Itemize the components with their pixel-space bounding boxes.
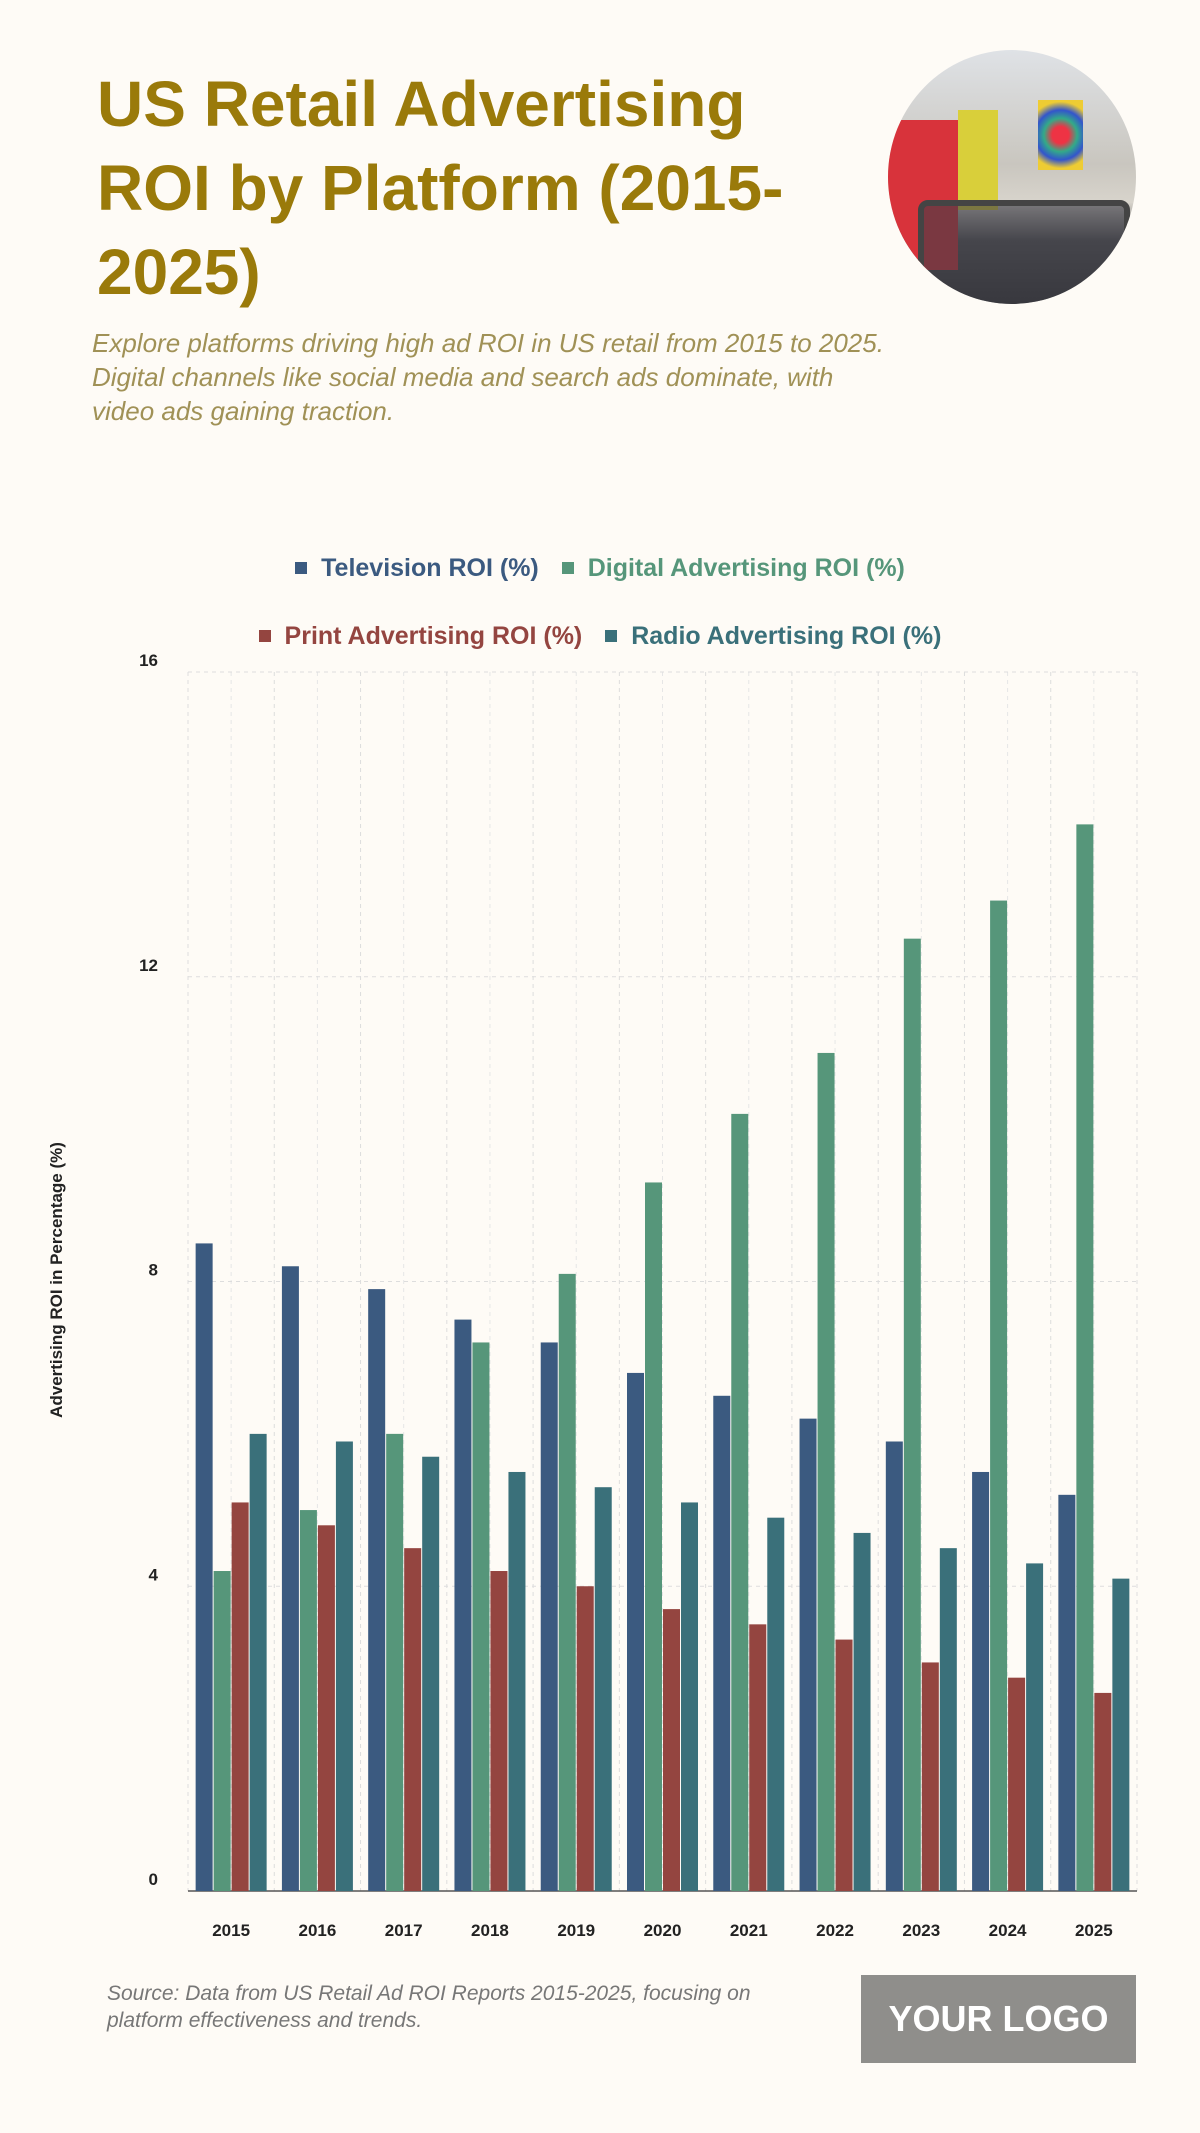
- legend-item-television[interactable]: Television ROI (%): [295, 554, 539, 583]
- bar-2020-series-2: [663, 1609, 680, 1891]
- bar-2023-series-0: [885, 1441, 903, 1891]
- legend-item-print[interactable]: Print Advertising ROI (%): [258, 621, 583, 651]
- legend-label: Radio Advertising ROI (%): [631, 621, 942, 650]
- bar-2023-series-1: [903, 938, 921, 1891]
- x-tick-label: 2023: [902, 1921, 940, 1940]
- y-tick-label: 12: [139, 956, 158, 975]
- bar-2022-series-2: [835, 1639, 853, 1891]
- bar-2015-series-2: [231, 1502, 249, 1891]
- legend-swatch: [258, 630, 271, 642]
- page-title: US Retail Advertising ROI by Platform (2…: [97, 68, 784, 308]
- bar-2024-series-0: [972, 1471, 990, 1891]
- bar-2024-series-3: [1026, 1563, 1044, 1891]
- legend-item-digital[interactable]: Digital Advertising ROI (%): [561, 553, 905, 583]
- legend-label: Print Advertising ROI (%): [284, 621, 583, 650]
- bar-2018-series-3: [508, 1471, 526, 1891]
- legend-row-1: Television ROI (%) Digital Advertising R…: [0, 552, 1200, 583]
- bar-2016-series-2: [317, 1525, 335, 1891]
- bar-2022-series-0: [799, 1418, 817, 1891]
- bar-2015-series-1: [213, 1571, 231, 1891]
- x-tick-label: 2016: [298, 1921, 336, 1940]
- x-tick-label: 2021: [730, 1921, 768, 1940]
- source-note: Source: Data from US Retail Ad ROI Repor…: [107, 1982, 751, 2032]
- legend-swatch: [561, 562, 574, 574]
- legend-label: Television ROI (%): [321, 553, 539, 582]
- bar-2022-series-1: [817, 1052, 835, 1891]
- x-tick-label: 2024: [989, 1921, 1027, 1940]
- bar-2025-series-0: [1058, 1494, 1076, 1891]
- bar-2015-series-0: [195, 1243, 213, 1891]
- bar-2021-series-2: [749, 1624, 767, 1891]
- bar-2019-series-3: [594, 1487, 612, 1891]
- y-tick-label: 16: [139, 651, 158, 670]
- x-tick-label: 2018: [471, 1921, 509, 1940]
- logo-placeholder: YOUR LOGO: [861, 1975, 1136, 2063]
- bar-2017-series-2: [404, 1548, 422, 1891]
- bar-2018-series-0: [454, 1319, 472, 1891]
- bar-2019-series-2: [576, 1586, 594, 1891]
- bar-2016-series-1: [299, 1510, 317, 1891]
- x-tick-label: 2017: [385, 1921, 423, 1940]
- legend-item-radio[interactable]: Radio Advertising ROI (%): [605, 622, 941, 651]
- page-subtitle: Explore platforms driving high ad ROI in…: [92, 328, 884, 426]
- bar-2025-series-3: [1112, 1578, 1130, 1891]
- legend-swatch: [605, 630, 618, 642]
- bar-2021-series-1: [731, 1113, 749, 1891]
- bar-2017-series-3: [422, 1456, 440, 1891]
- bar-2016-series-3: [335, 1441, 353, 1891]
- bar-2018-series-1: [472, 1342, 490, 1891]
- x-tick-label: 2025: [1075, 1921, 1113, 1940]
- legend-row-2: Print Advertising ROI (%) Radio Advertis…: [0, 620, 1200, 651]
- x-tick-label: 2020: [644, 1921, 682, 1940]
- y-tick-label: 0: [149, 1870, 158, 1889]
- bar-2024-series-2: [1008, 1677, 1026, 1891]
- shopping-cart-photo: [888, 50, 1136, 304]
- legend-swatch: [295, 562, 308, 574]
- bar-2025-series-1: [1076, 824, 1094, 1891]
- x-tick-label: 2022: [816, 1921, 854, 1940]
- bar-2023-series-2: [921, 1662, 939, 1891]
- bar-2017-series-0: [368, 1289, 386, 1891]
- bar-2017-series-1: [386, 1433, 404, 1891]
- bar-2016-series-0: [281, 1266, 299, 1891]
- x-tick-label: 2015: [212, 1921, 250, 1940]
- bar-2019-series-0: [540, 1342, 558, 1891]
- bar-2025-series-2: [1094, 1692, 1112, 1891]
- bar-2022-series-3: [853, 1532, 871, 1891]
- bar-2019-series-1: [558, 1273, 576, 1891]
- bar-2021-series-0: [713, 1395, 731, 1891]
- bar-2021-series-3: [767, 1517, 785, 1891]
- y-tick-label: 4: [149, 1565, 159, 1584]
- bar-2020-series-1: [645, 1182, 662, 1891]
- bar-2015-series-3: [249, 1433, 267, 1891]
- bar-2020-series-3: [681, 1502, 698, 1891]
- bar-2020-series-0: [627, 1372, 644, 1891]
- bar-2018-series-2: [490, 1571, 508, 1891]
- legend-label: Digital Advertising ROI (%): [587, 553, 905, 582]
- bar-2023-series-3: [939, 1548, 957, 1891]
- x-tick-label: 2019: [557, 1921, 595, 1940]
- y-tick-label: 8: [149, 1261, 158, 1280]
- bar-2024-series-1: [990, 900, 1008, 1891]
